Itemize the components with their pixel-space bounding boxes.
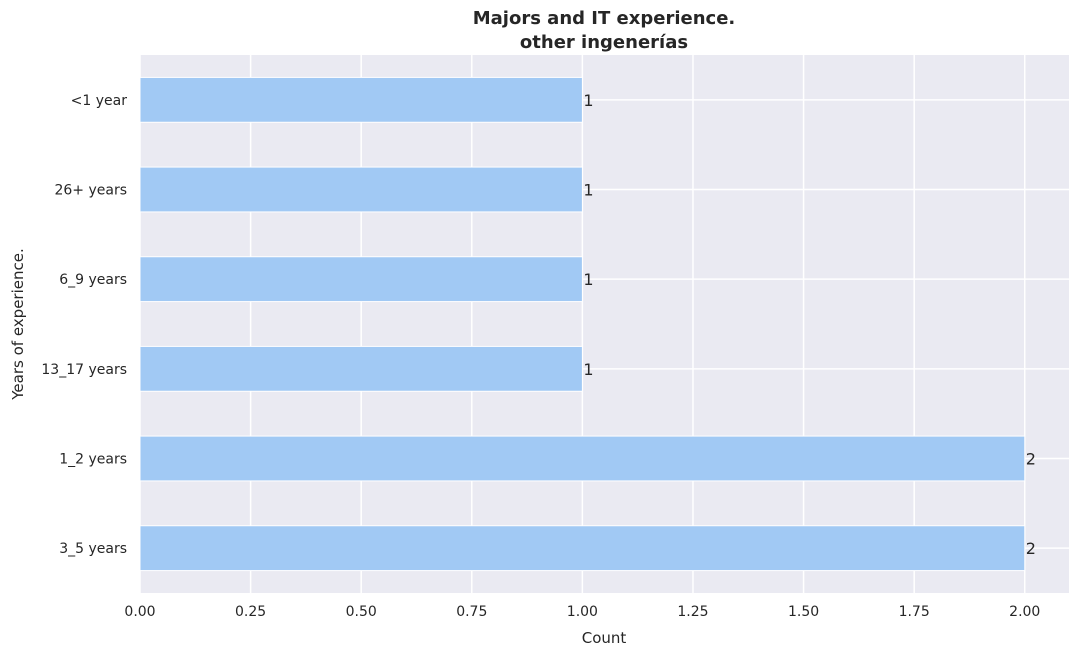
x-tick-label-2: 0.50: [346, 604, 377, 620]
bar-0: [139, 76, 583, 123]
bar-value-label-4: 2: [1026, 450, 1036, 469]
x-tick-labels: 0.00 0.25 0.50 0.75 1.00 1.25 1.50 1.75 2.00: [124, 604, 1040, 620]
bar-value-label-0: 1: [583, 91, 593, 110]
y-tick-label-0: <1 year: [71, 93, 128, 109]
bar-value-label-5: 2: [1026, 539, 1036, 558]
bar-5: [139, 525, 1026, 572]
y-tick-labels: <1 year 26+ years 6_9 years 13_17 years 1_2 …: [41, 93, 127, 557]
x-tick-label-6: 1.50: [788, 604, 819, 620]
y-tick-label-4: 1_2 years: [59, 452, 127, 468]
x-tick-label-1: 0.25: [235, 604, 266, 620]
x-tick-label-3: 0.75: [456, 604, 487, 620]
chart-title-line-2: other ingenerías: [520, 32, 688, 53]
y-axis-label: Years of experience.: [9, 248, 27, 400]
plot-background: [140, 55, 1069, 593]
y-tick-label-1: 26+ years: [54, 183, 127, 199]
y-tick-label-3: 13_17 years: [41, 362, 127, 378]
bars: [139, 76, 1026, 572]
chart-title-line-1: Majors and IT experience.: [473, 8, 736, 29]
y-tick-label-5: 3_5 years: [59, 541, 127, 557]
x-tick-label-0: 0.00: [124, 604, 155, 620]
bar-value-label-2: 1: [583, 270, 593, 289]
bar-4: [139, 435, 1026, 482]
x-axis-label: Count: [582, 629, 627, 647]
x-tick-label-5: 1.25: [677, 604, 708, 620]
bar-3: [139, 345, 583, 392]
bar-value-label-1: 1: [583, 181, 593, 200]
y-tick-label-2: 6_9 years: [59, 272, 127, 288]
bar-value-label-3: 1: [583, 360, 593, 379]
x-tick-label-7: 1.75: [899, 604, 930, 620]
x-tick-label-8: 2.00: [1009, 604, 1040, 620]
x-tick-label-4: 1.00: [567, 604, 598, 620]
data-labels: 1 1 1 1 2 2: [583, 91, 1036, 558]
bar-2: [139, 256, 583, 303]
bar-1: [139, 166, 583, 213]
